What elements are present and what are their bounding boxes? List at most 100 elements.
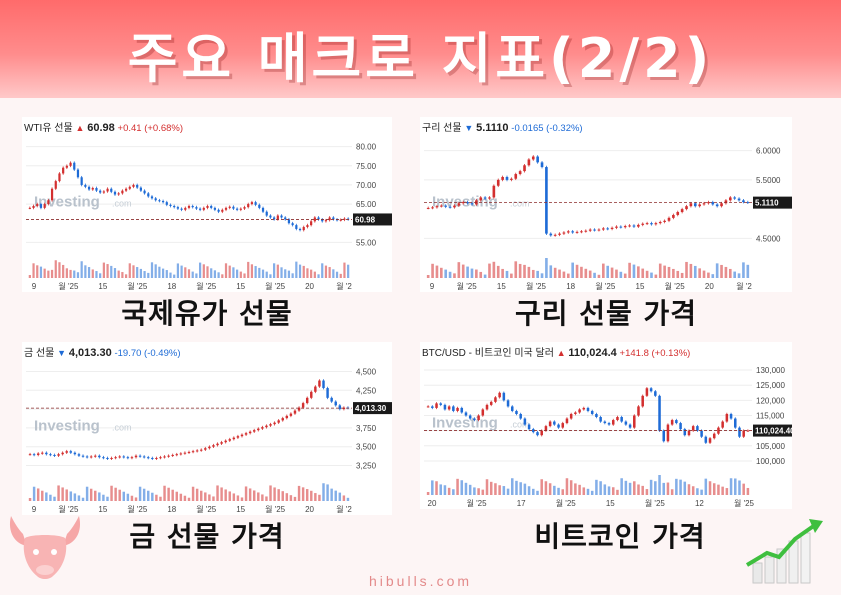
candle-body <box>293 410 297 414</box>
volume-bar <box>460 480 464 495</box>
candle-body <box>110 188 113 192</box>
volume-bar <box>494 483 497 495</box>
candle-body <box>575 231 579 233</box>
volume-bar <box>444 269 448 278</box>
candle-body <box>143 190 146 194</box>
x-tick-label: 월 '25 <box>127 281 148 291</box>
volume-bar <box>330 488 333 501</box>
candle-body <box>173 205 176 208</box>
volume-bar <box>158 266 161 278</box>
volume-bar <box>232 267 235 278</box>
candle-body <box>95 187 98 191</box>
volume-bar <box>61 487 64 501</box>
volume-bar <box>305 489 309 501</box>
candle-body <box>165 202 168 205</box>
candle-body <box>297 407 301 411</box>
y-tick-label: 3,250 <box>356 461 377 470</box>
volume-bar <box>510 273 513 278</box>
x-tick-label: 20 <box>705 282 714 291</box>
volume-bar <box>208 494 211 501</box>
volume-bar <box>685 261 688 278</box>
candle-body <box>536 432 539 436</box>
candle-body <box>217 209 220 212</box>
volume-bar <box>548 483 552 495</box>
candle-body <box>324 220 328 222</box>
volume-bar <box>265 496 268 501</box>
candle-body <box>310 221 313 226</box>
volume-bar <box>746 487 750 495</box>
x-tick-label: 15 <box>236 505 245 514</box>
y-tick-label: 105,000 <box>756 442 785 451</box>
candle-body <box>254 202 257 205</box>
volume-bar <box>658 475 661 495</box>
volume-bar <box>717 484 720 495</box>
candle-body <box>287 219 291 224</box>
candle-body <box>711 202 715 205</box>
volume-bar <box>602 263 605 278</box>
volume-bar <box>269 485 272 501</box>
instrument-name: 구리 선물 <box>422 123 462 134</box>
candle-body <box>32 454 36 456</box>
volume-bar <box>95 271 98 278</box>
candle-body <box>641 395 644 407</box>
candle-body <box>672 214 675 218</box>
volume-bar <box>545 258 548 278</box>
candle-body <box>435 403 438 408</box>
x-tick-label: 9 <box>32 505 37 514</box>
down-arrow-icon: ▼ <box>57 348 67 358</box>
volume-bar <box>724 266 728 278</box>
volume-bar <box>641 485 644 495</box>
candle-body <box>715 204 719 207</box>
volume-bar <box>187 497 191 501</box>
candle-body <box>696 426 699 431</box>
instrument-name: 금 선물 <box>24 348 55 359</box>
candle-body <box>118 456 121 458</box>
candle-body <box>729 413 733 419</box>
volume-bar <box>628 482 632 495</box>
volume-bar <box>700 489 703 495</box>
volume-bar <box>606 265 610 278</box>
candle-body <box>514 174 518 179</box>
candle-body <box>565 418 569 424</box>
candle-body <box>236 436 240 438</box>
volume-bar <box>658 263 662 278</box>
candle-body <box>615 226 618 228</box>
candle-body <box>704 436 708 443</box>
volume-bar <box>707 272 710 278</box>
candle-body <box>628 225 631 227</box>
candle-body <box>691 426 695 431</box>
candle-body <box>281 418 284 421</box>
candle-body <box>295 225 298 229</box>
volume-bar <box>284 269 287 278</box>
volume-bar <box>73 493 77 501</box>
volume-bar <box>435 265 439 278</box>
volume-bar <box>481 489 485 495</box>
candle-body <box>470 203 474 205</box>
volume-bar <box>623 273 627 278</box>
candle-body <box>582 407 586 410</box>
candle-body <box>232 206 235 209</box>
candle-body <box>332 217 335 220</box>
volume-bar <box>269 274 272 278</box>
candle-body <box>224 440 227 443</box>
volume-bar <box>32 486 36 501</box>
x-tick-label: 18 <box>167 282 176 291</box>
candle-body <box>317 217 320 220</box>
candle-body <box>195 207 198 209</box>
volume-bar <box>597 274 601 278</box>
candle-body <box>689 203 693 207</box>
volume-bar <box>708 481 712 495</box>
volume-bar <box>142 488 146 501</box>
chart-header: 구리 선물 ▼ 5.1110 -0.0165 (-0.32%) <box>422 119 583 134</box>
volume-bar <box>620 478 623 495</box>
candle-body <box>501 176 504 180</box>
candle-body <box>505 176 509 180</box>
volume-bar <box>87 267 91 278</box>
candle-body <box>523 418 527 425</box>
volume-bar <box>683 481 687 495</box>
candlestick-chart: Investing .com 6.0000 5.5000 4.5000 5.1110 9 월 … <box>424 147 792 291</box>
y-tick-label: 3,500 <box>356 443 377 452</box>
volume-bar <box>641 268 645 278</box>
candle-body <box>670 420 674 425</box>
instrument-name: WTI유 선물 <box>24 123 73 134</box>
